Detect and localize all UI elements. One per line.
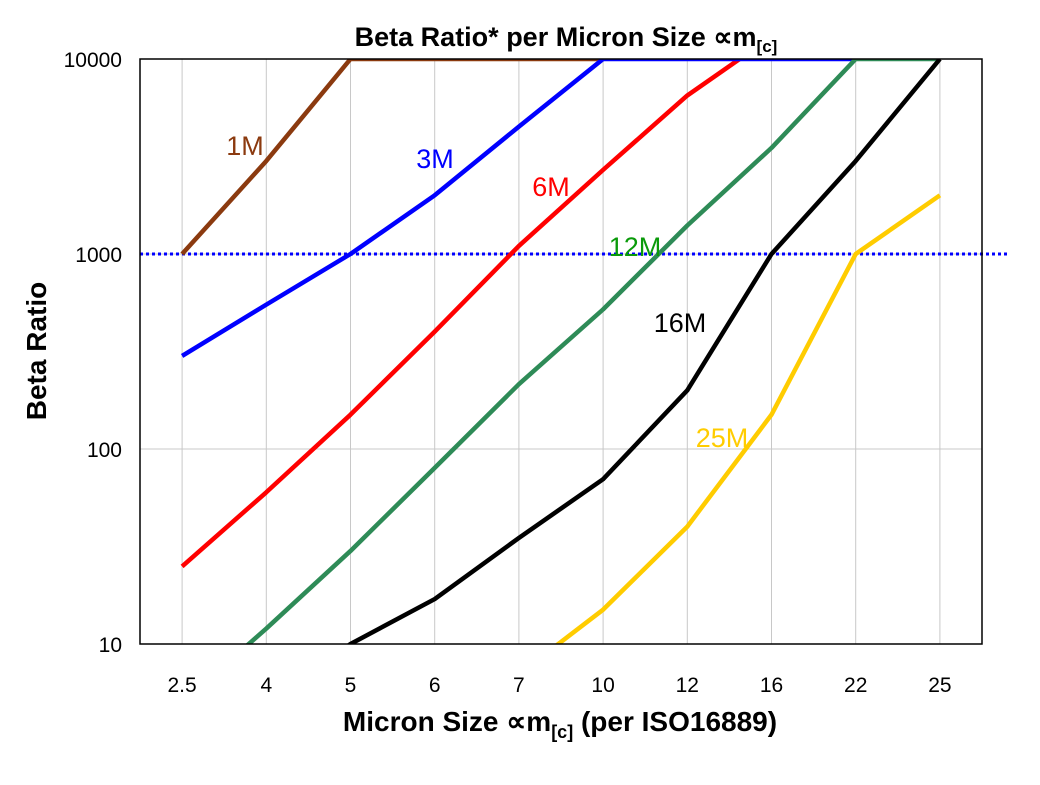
x-tick-label: 16 (760, 674, 783, 697)
series-line-1M (180, 59, 604, 256)
x-tick-label: 6 (429, 674, 441, 697)
series-line-16M (346, 59, 942, 644)
x-tick-labels: 2.5 4 5 6 7 10 12 16 22 25 (167, 674, 951, 697)
gridlines (140, 58, 982, 645)
y-tick-label: 1000 (75, 244, 122, 267)
plot-frame (139, 58, 983, 645)
series-line-3M (180, 59, 856, 358)
series-lines (180, 59, 942, 644)
x-tick-label: 5 (345, 674, 357, 697)
y-axis-title: Beta Ratio (21, 282, 52, 420)
series-line-6M (180, 59, 744, 569)
x-tick-label: 25 (928, 674, 951, 697)
y-tick-label: 10000 (64, 49, 122, 72)
series-line-25M (554, 193, 942, 644)
x-tick-label: 7 (513, 674, 525, 697)
series-label-6M: 6M (532, 172, 570, 202)
y-tick-labels: 10 100 1000 10000 (64, 49, 122, 657)
series-label-16M: 16M (654, 308, 707, 338)
series-line-12M (245, 59, 940, 644)
series-label-3M: 3M (416, 144, 454, 174)
series-label-25M: 25M (696, 423, 749, 453)
x-tick-label: 10 (591, 674, 614, 697)
y-tick-label: 10 (99, 634, 122, 657)
x-tick-label: 2.5 (167, 674, 196, 697)
x-tick-label: 22 (844, 674, 867, 697)
chart-title: Beta Ratio* per Micron Size ∝m[c] (355, 22, 778, 56)
x-axis-title: Micron Size ∝m[c] (per ISO16889) (343, 706, 777, 742)
x-tick-label: 4 (260, 674, 272, 697)
y-tick-label: 100 (87, 439, 122, 462)
series-label-1M: 1M (226, 131, 264, 161)
x-tick-label: 12 (676, 674, 699, 697)
series-label-12M: 12M (609, 232, 662, 262)
series-labels: 1M 6M 3M 12M 16M 25M (226, 131, 748, 453)
